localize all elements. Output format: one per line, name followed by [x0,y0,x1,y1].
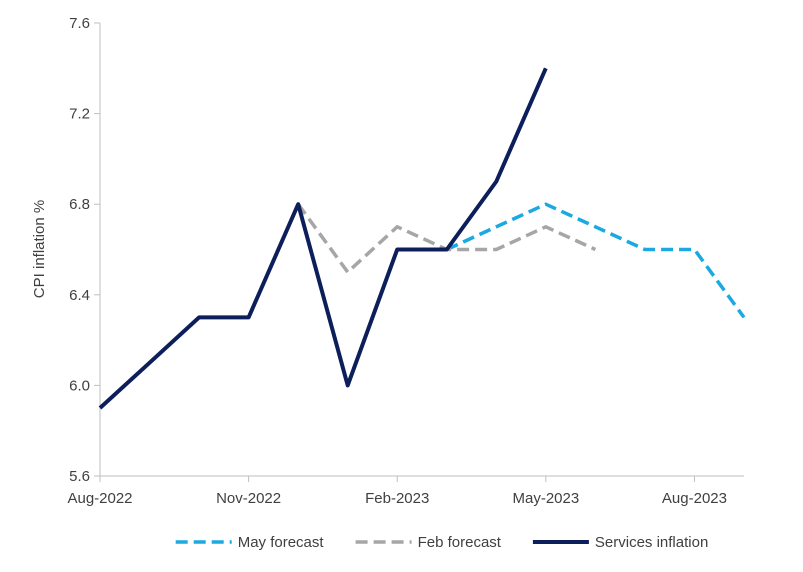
x-tick-label: Feb-2023 [365,490,429,507]
legend-item: May forecast [175,534,325,551]
x-tick-label: Aug-2022 [67,490,132,507]
y-axis: 5.6 6.0 6.4 6.8 7.2 7.6 [69,15,101,485]
series-line-services-inflation [98,67,548,410]
x-tick-label: May-2023 [512,490,579,507]
y-tick-label: 6.4 [69,287,90,304]
y-tick-label: 7.2 [69,106,90,123]
legend-item: Services inflation [532,534,708,551]
series-line-may-forecast [446,202,746,319]
legend-label: Feb forecast [418,534,502,551]
x-axis: Aug-2022 Nov-2022 Feb-2023 May-2023 Aug-2023 [67,475,744,507]
series-layer [98,67,746,410]
y-tick-label: 6.8 [69,196,90,213]
y-axis-title: CPI inflation % [31,200,48,298]
y-tick-label: 5.6 [69,468,90,485]
legend: May forecast Feb forecast Services inflati… [175,534,708,551]
x-tick-label: Aug-2023 [662,490,727,507]
legend-label: May forecast [238,534,325,551]
series-line-feb-forecast [296,203,597,274]
legend-item: Feb forecast [355,534,502,551]
x-tick-label: Nov-2022 [216,490,281,507]
y-tick-label: 7.6 [69,15,90,32]
y-tick-label: 6.0 [69,377,90,394]
legend-label: Services inflation [595,534,708,551]
